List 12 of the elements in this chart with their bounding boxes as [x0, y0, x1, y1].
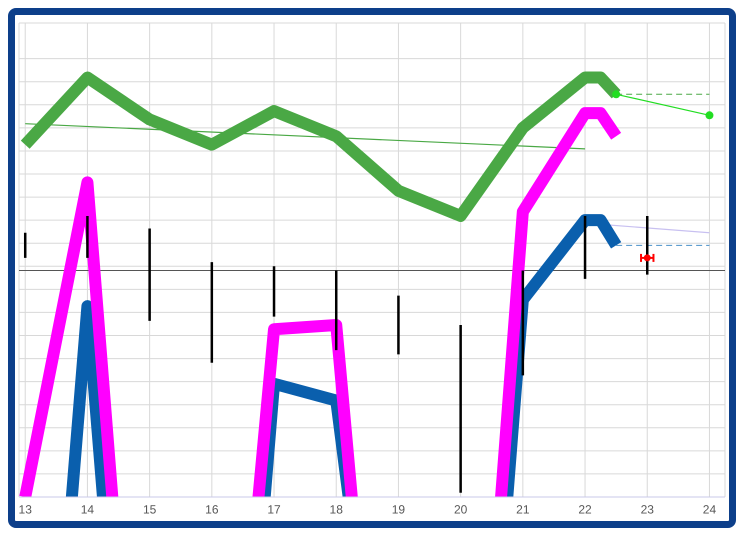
- x-tick-label: 14: [80, 502, 94, 517]
- x-tick-label: 19: [392, 502, 406, 517]
- x-tick-label: 16: [205, 502, 219, 517]
- x-tick-label: 18: [330, 502, 344, 517]
- x-tick-label: 23: [640, 502, 654, 517]
- x-tick-label: 24: [702, 502, 716, 517]
- x-tick-label: 22: [578, 502, 592, 517]
- x-tick-label: 21: [516, 502, 530, 517]
- x-tick-label: 15: [142, 502, 157, 517]
- x-tick-label: 13: [18, 502, 32, 517]
- x-tick-label: 20: [454, 502, 468, 517]
- x-tick-label: 17: [267, 502, 282, 517]
